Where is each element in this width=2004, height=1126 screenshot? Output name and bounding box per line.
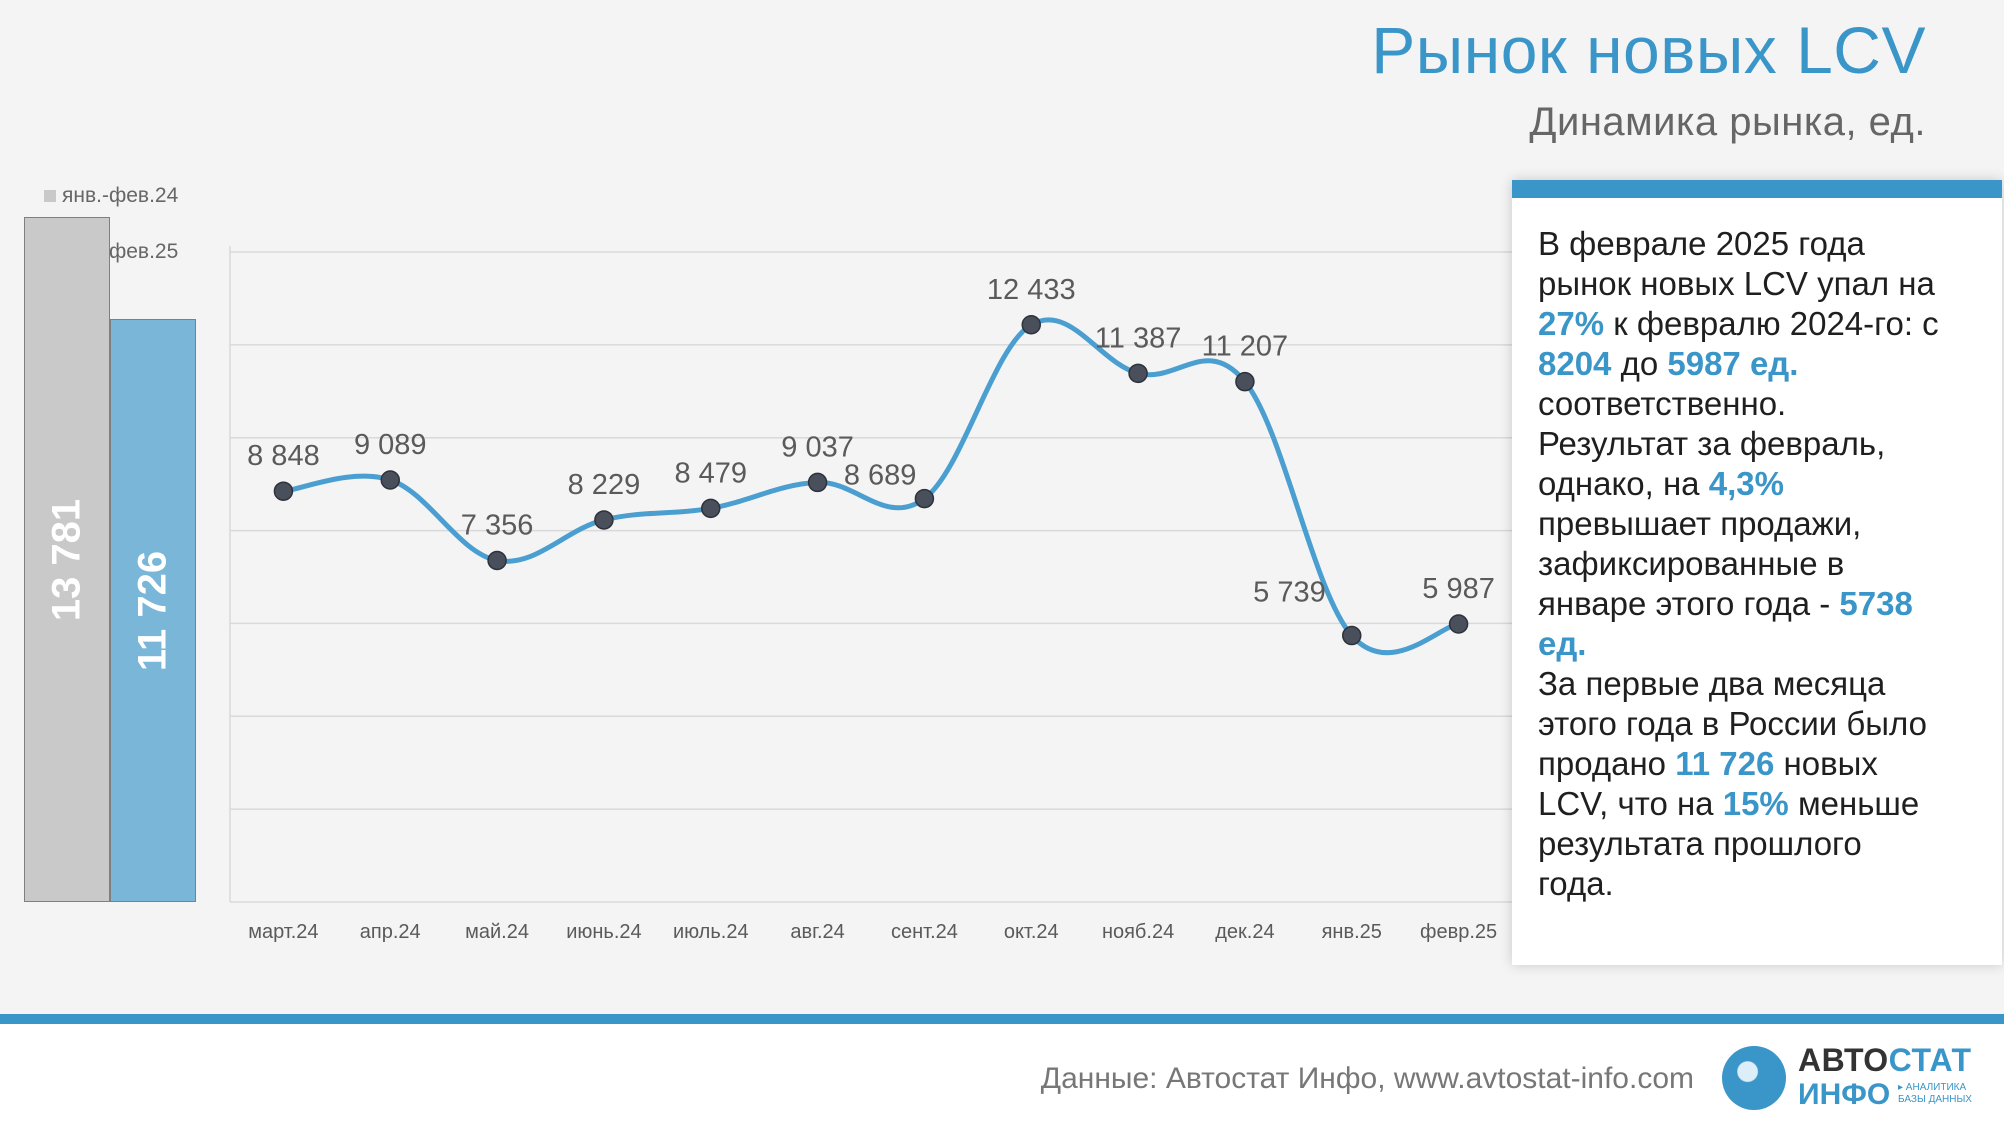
- info-text-segment: январе этого года -: [1538, 585, 1840, 622]
- data-source: Данные: Автостат Инфо, www.avtostat-info…: [1040, 1062, 1694, 1095]
- info-line: зафиксированные в: [1538, 544, 1980, 584]
- info-text: В феврале 2025 года рынок новых LCV упал …: [1512, 198, 2002, 904]
- page-subtitle: Динамика рынка, ед.: [1529, 100, 1926, 144]
- info-highlight: 4,3%: [1708, 465, 1784, 502]
- data-label-февр.25: 5 987: [1422, 573, 1495, 605]
- point-дек.24: [1235, 371, 1255, 392]
- x-tick-сент.24: сент.24: [891, 921, 958, 943]
- info-line: январе этого года - 5738: [1538, 584, 1980, 624]
- info-line: продано 11 726 новых: [1538, 744, 1980, 784]
- legend-label-2024: янв.-фев.24: [62, 184, 179, 207]
- data-label-окт.24: 12 433: [987, 274, 1076, 306]
- info-highlight: 15%: [1722, 785, 1789, 822]
- point-май.24: [487, 550, 507, 571]
- info-text-segment: превышает продажи,: [1538, 505, 1862, 542]
- data-label-июнь.24: 8 229: [568, 469, 641, 501]
- x-tick-июнь.24: июнь.24: [566, 921, 641, 943]
- point-авг.24: [807, 472, 828, 493]
- logo-tagline: ▸ АНАЛИТИКА БАЗЫ ДАННЫХ: [1898, 1082, 1972, 1105]
- point-март.24: [273, 481, 294, 501]
- info-highlight: 11 726: [1675, 745, 1775, 782]
- info-text-segment: рынок новых LCV упал на: [1538, 265, 1935, 302]
- info-text-segment: результата прошлого: [1538, 825, 1862, 862]
- info-text-segment: соответственно.: [1538, 385, 1787, 422]
- point-янв.25: [1342, 625, 1362, 646]
- logo-mark-icon: [1722, 1046, 1786, 1110]
- point-нояб.24: [1128, 363, 1148, 384]
- point-июль.24: [701, 498, 721, 519]
- info-text-segment: зафиксированные в: [1538, 545, 1845, 582]
- avtostat-logo[interactable]: АВТОСТАТ ИНФО ▸ АНАЛИТИКА БАЗЫ ДАННЫХ: [1722, 1042, 1984, 1114]
- info-line: 27% к февралю 2024-го: с: [1538, 304, 1980, 344]
- info-line: этого года в России было: [1538, 704, 1980, 744]
- data-label-янв.25: 5 739: [1253, 577, 1326, 609]
- info-text-segment: года.: [1538, 865, 1614, 902]
- x-tick-май.24: май.24: [465, 921, 529, 943]
- info-text-segment: меньше: [1788, 785, 1920, 822]
- data-label-нояб.24: 11 387: [1095, 322, 1182, 354]
- x-tick-окт.24: окт.24: [1004, 921, 1059, 943]
- bar-2024: 13 781: [24, 217, 110, 902]
- x-tick-дек.24: дек.24: [1215, 921, 1274, 943]
- info-text-segment: LCV, что на: [1538, 785, 1723, 822]
- info-line: LCV, что на 15% меньше: [1538, 784, 1980, 824]
- data-label-сент.24: 8 689: [844, 460, 917, 492]
- footer-line: [0, 1014, 2004, 1024]
- point-февр.25: [1448, 614, 1469, 634]
- point-июнь.24: [594, 510, 614, 530]
- info-line: рынок новых LCV упал на: [1538, 264, 1980, 304]
- info-line: однако, на 4,3%: [1538, 464, 1980, 504]
- info-highlight: 5987 ед.: [1667, 345, 1799, 382]
- x-tick-февр.25: февр.25: [1420, 921, 1497, 943]
- info-text-segment: В феврале 2025 года: [1538, 225, 1865, 262]
- x-tick-нояб.24: нояб.24: [1102, 921, 1174, 943]
- x-tick-авг.24: авг.24: [790, 921, 844, 943]
- page-title: Рынок новых LCV: [1371, 13, 1926, 87]
- footer: [0, 1024, 2004, 1126]
- info-text-segment: до: [1611, 345, 1668, 382]
- data-label-авг.24: 9 037: [781, 431, 854, 463]
- info-text-segment: Результат за февраль,: [1538, 425, 1886, 462]
- logo-bottom-text: ИНФО: [1798, 1078, 1891, 1111]
- info-line: В феврале 2025 года: [1538, 224, 1980, 264]
- x-tick-июль.24: июль.24: [673, 921, 749, 943]
- legend-swatch-2024: [44, 190, 56, 202]
- data-label-дек.24: 11 207: [1202, 331, 1289, 363]
- info-highlight: 5738: [1839, 585, 1913, 622]
- point-сент.24: [914, 488, 935, 509]
- x-tick-янв.25: янв.25: [1322, 921, 1382, 943]
- info-line: 8204 до 5987 ед.: [1538, 344, 1980, 384]
- info-highlight: 8204: [1538, 345, 1612, 382]
- info-line: соответственно.: [1538, 384, 1980, 424]
- info-line: ед.: [1538, 624, 1980, 664]
- info-text-segment: За первые два месяца: [1538, 665, 1886, 702]
- info-box-header: [1512, 180, 2002, 198]
- info-text-segment: новых: [1774, 745, 1878, 782]
- info-line: результата прошлого: [1538, 824, 1980, 864]
- ytd-bar-chart: 13 781 11 726: [24, 0, 196, 1126]
- info-line: Результат за февраль,: [1538, 424, 1980, 464]
- info-box: В феврале 2025 года рынок новых LCV упал …: [1512, 180, 2002, 965]
- data-label-март.24: 8 848: [247, 440, 320, 472]
- logo-top-text: АВТОСТАТ: [1798, 1042, 1972, 1078]
- info-text-segment: к февралю 2024-го: с: [1604, 305, 1939, 342]
- info-text-segment: однако, на: [1538, 465, 1709, 502]
- x-tick-март.24: март.24: [248, 921, 318, 943]
- info-line: года.: [1538, 864, 1980, 904]
- info-line: превышает продажи,: [1538, 504, 1980, 544]
- bar-2025: 11 726: [110, 319, 196, 902]
- point-окт.24: [1021, 315, 1041, 335]
- point-апр.24: [380, 470, 400, 490]
- data-label-июль.24: 8 479: [674, 457, 747, 489]
- data-label-май.24: 7 356: [461, 509, 534, 541]
- info-text-segment: продано: [1538, 745, 1676, 782]
- info-text-segment: этого года в России было: [1538, 705, 1928, 742]
- info-line: За первые два месяца: [1538, 664, 1980, 704]
- legend-item-2024: янв.-фев.24: [44, 182, 178, 210]
- info-highlight: ед.: [1538, 625, 1587, 662]
- data-label-апр.24: 9 089: [354, 429, 427, 461]
- x-tick-апр.24: апр.24: [360, 921, 421, 943]
- info-highlight: 27%: [1538, 305, 1605, 342]
